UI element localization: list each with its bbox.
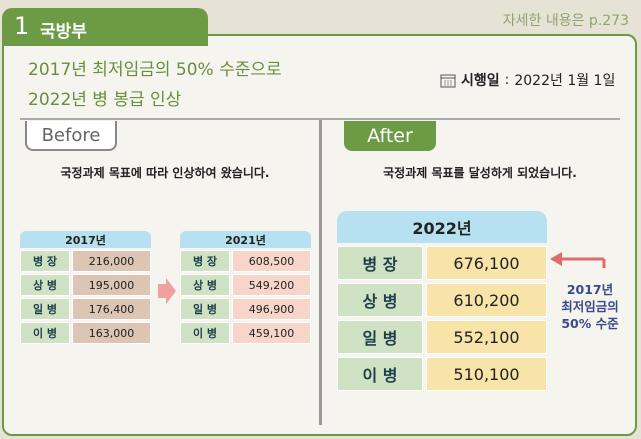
effective-value: 2022년 1월 1일 bbox=[514, 73, 616, 89]
calendar-icon bbox=[440, 74, 456, 87]
rank-cell: 일 병 bbox=[337, 320, 423, 354]
rank-cell: 이 병 bbox=[20, 322, 70, 344]
headline: 2017년 최저임금의 50% 수준으로 2022년 병 봉급 인상 bbox=[28, 55, 282, 115]
value-cell: 676,100 bbox=[426, 246, 547, 280]
table-header: 2017년 bbox=[20, 231, 151, 248]
rank-cell: 이 병 bbox=[180, 322, 230, 344]
rank-cell: 상 병 bbox=[20, 274, 70, 296]
headline-line: 2022년 병 봉급 인상 bbox=[28, 90, 182, 110]
note: 2017년 최저임금의 50% 수준 bbox=[550, 281, 630, 332]
caption: 국정과제 목표를 달성하게 되었습니다. bbox=[383, 166, 577, 180]
value-cell: 176,400 bbox=[72, 298, 151, 320]
page-reference: 자세한 내용은 p.273 bbox=[502, 13, 629, 29]
before-label: Before bbox=[25, 121, 117, 151]
note-line: 최저임금의 bbox=[561, 299, 619, 314]
effective-label: 시행일 bbox=[461, 73, 500, 89]
rank-cell: 상 병 bbox=[337, 283, 423, 317]
value-cell: 549,200 bbox=[232, 274, 311, 296]
rank-cell: 상 병 bbox=[180, 274, 230, 296]
rank-cell: 이 병 bbox=[337, 357, 423, 391]
value-cell: 163,000 bbox=[72, 322, 151, 344]
table-header: 2022년 bbox=[337, 211, 547, 243]
value-cell: 195,000 bbox=[72, 274, 151, 296]
rank-cell: 일 병 bbox=[20, 298, 70, 320]
caption: 국정과제 목표에 따라 인상하여 왔습니다. bbox=[60, 166, 270, 180]
divider bbox=[319, 120, 322, 425]
effective-date: 시행일 : 2022년 1월 1일 bbox=[440, 70, 615, 90]
ministry: 국방부 bbox=[40, 22, 87, 42]
value-cell: 496,900 bbox=[232, 298, 311, 320]
section-number: 1 bbox=[14, 12, 30, 40]
value-cell: 610,200 bbox=[426, 283, 547, 317]
value-cell: 459,100 bbox=[232, 322, 311, 344]
after-label: After bbox=[344, 121, 436, 151]
value-cell: 608,500 bbox=[232, 250, 311, 272]
rank-cell: 병 장 bbox=[337, 246, 423, 280]
value-cell: 510,100 bbox=[426, 357, 547, 391]
rank-cell: 병 장 bbox=[20, 250, 70, 272]
rank-cell: 병 장 bbox=[180, 250, 230, 272]
value-cell: 216,000 bbox=[72, 250, 151, 272]
header-tab: 1 국방부 bbox=[2, 8, 208, 46]
rank-cell: 일 병 bbox=[180, 298, 230, 320]
value-cell: 552,100 bbox=[426, 320, 547, 354]
separator: : bbox=[504, 72, 510, 88]
note-line: 50% 수준 bbox=[561, 316, 619, 331]
arrow bbox=[550, 252, 606, 268]
arrow bbox=[158, 278, 176, 304]
table-header: 2021년 bbox=[180, 231, 311, 248]
note-line: 2017년 bbox=[566, 282, 614, 297]
divider bbox=[20, 118, 620, 120]
headline-line: 2017년 최저임금의 50% 수준으로 bbox=[28, 60, 282, 80]
